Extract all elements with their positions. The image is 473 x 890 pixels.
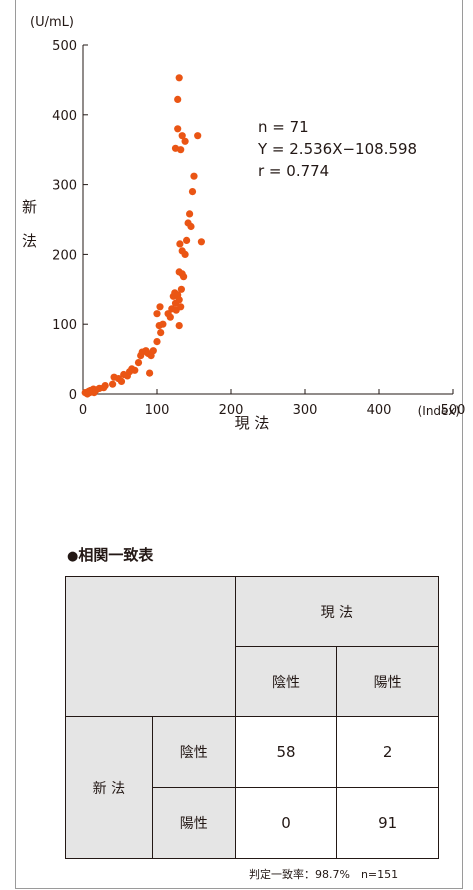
data-point	[190, 172, 198, 180]
cell-neg-pos: 2	[336, 716, 439, 788]
data-point	[131, 366, 139, 374]
chart-points	[81, 74, 205, 398]
data-point	[174, 125, 182, 133]
x-unit-label: (Index)	[418, 404, 460, 418]
x-tick-label: 100	[145, 403, 170, 418]
cell-pos-pos: 91	[336, 787, 439, 859]
data-point	[153, 310, 161, 318]
y-tick-label: 500	[52, 39, 77, 54]
row-header-negative: 陰性	[151, 716, 236, 788]
x-axis-label: 現 法	[235, 414, 270, 432]
data-point	[117, 377, 126, 385]
data-point	[175, 322, 183, 330]
x-tick-label: 500	[441, 403, 466, 418]
data-point	[153, 338, 161, 346]
data-point	[109, 380, 117, 388]
data-point	[176, 240, 184, 248]
data-point	[92, 386, 100, 394]
y-tick-label: 200	[52, 248, 77, 263]
y-tick-label: 400	[52, 109, 77, 124]
data-point	[177, 303, 185, 311]
data-point	[175, 74, 183, 82]
data-point	[181, 137, 189, 145]
row-group-header: 新 法	[65, 716, 153, 859]
data-point	[146, 369, 154, 377]
y-axis-label-char-1: 新	[22, 198, 37, 216]
annotation-equation: Y = 2.536X−108.598	[257, 140, 417, 158]
bullet-dot-icon: ●	[67, 549, 79, 564]
data-point	[177, 285, 185, 293]
annotation-n: n = 71	[258, 118, 309, 136]
col-header-positive: 陽性	[336, 646, 439, 717]
chart-ticks: 0 100 200 300 400 500 0 100 200 300 400 500	[52, 39, 465, 418]
data-point	[186, 210, 194, 218]
data-point	[177, 146, 185, 154]
data-point	[100, 384, 108, 392]
data-point	[183, 236, 191, 244]
y-tick-label: 0	[69, 388, 77, 403]
cell-neg-neg: 58	[234, 716, 338, 788]
annotation-r: r = 0.774	[258, 162, 329, 180]
data-point	[149, 347, 157, 355]
data-point	[178, 247, 186, 255]
x-tick-label: 300	[293, 403, 318, 418]
y-tick-label: 300	[52, 179, 77, 194]
table-corner	[65, 576, 236, 717]
table-title-text: 相関一致表	[78, 546, 154, 564]
row-header-positive: 陽性	[151, 787, 236, 859]
data-point	[157, 329, 165, 337]
data-point	[175, 268, 183, 276]
col-header-negative: 陰性	[234, 646, 338, 717]
data-point	[178, 132, 186, 140]
x-tick-label: 200	[219, 403, 244, 418]
data-point	[85, 387, 93, 395]
data-point	[188, 188, 197, 196]
figure-frame	[15, 0, 463, 889]
y-tick-label: 100	[52, 318, 77, 333]
data-point	[159, 320, 167, 328]
data-point	[180, 273, 188, 281]
data-point	[187, 222, 195, 231]
x-tick-label: 400	[367, 403, 392, 418]
x-tick-label: 0	[79, 403, 87, 418]
data-point	[197, 238, 205, 246]
agreement-note: 判定一致率：98.7% n=151	[249, 868, 399, 881]
data-point	[174, 95, 182, 103]
y-unit-label: (U/mL)	[30, 15, 74, 30]
data-point	[134, 359, 143, 367]
data-point	[175, 296, 183, 304]
data-point	[194, 132, 202, 140]
table-title: ●相関一致表	[67, 544, 153, 565]
correlation-table: 現 法 陰性 陽性 新 法 陰性 58 2 陽性 0 91	[65, 576, 440, 859]
cell-pos-neg: 0	[234, 787, 338, 859]
y-axis-label-char-2: 法	[22, 232, 37, 250]
chart-axes	[82, 45, 453, 395]
data-point	[166, 313, 174, 321]
col-group-header: 現 法	[234, 576, 440, 647]
data-point	[156, 303, 164, 311]
